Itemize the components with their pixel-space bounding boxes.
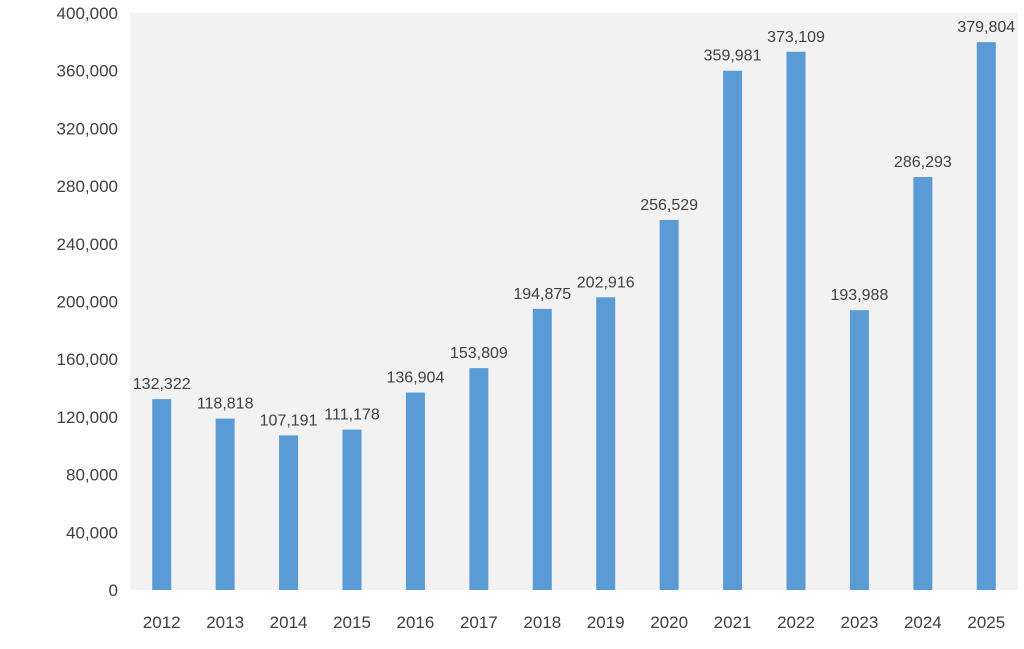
data-label: 107,191 <box>260 412 318 429</box>
x-tick-label: 2020 <box>650 613 688 632</box>
y-tick-label: 280,000 <box>57 177 118 196</box>
bar <box>723 70 743 590</box>
y-tick-label: 40,000 <box>66 523 118 542</box>
x-tick-label: 2018 <box>523 613 561 632</box>
data-label: 373,109 <box>767 29 825 46</box>
y-tick-label: 240,000 <box>57 235 118 254</box>
x-tick-label: 2013 <box>206 613 244 632</box>
data-label: 136,904 <box>387 370 445 387</box>
x-tick-label: 2023 <box>841 613 879 632</box>
data-label: 194,875 <box>513 286 571 303</box>
data-label: 132,322 <box>133 376 191 393</box>
data-label: 202,916 <box>577 274 635 291</box>
bar <box>659 219 679 591</box>
y-tick-label: 80,000 <box>66 466 118 485</box>
x-tick-label: 2024 <box>904 613 942 632</box>
y-tick-label: 160,000 <box>57 350 118 369</box>
x-tick-label: 2025 <box>967 613 1005 632</box>
data-label: 379,804 <box>957 19 1015 36</box>
data-label: 118,818 <box>197 396 254 413</box>
data-label: 193,988 <box>831 287 889 304</box>
y-tick-label: 200,000 <box>57 293 118 312</box>
x-tick-label: 2012 <box>143 613 181 632</box>
data-labels: 132,322 118,818 107,191 111,178 136,904 153,8… <box>133 19 1016 429</box>
y-axis: 0 40,000 80,000 120,000 160,000 200,000 240,00… <box>57 4 118 600</box>
x-tick-label: 2021 <box>714 613 752 632</box>
bar <box>976 42 996 590</box>
data-label: 256,529 <box>640 197 698 214</box>
x-tick-label: 2022 <box>777 613 815 632</box>
plot-area <box>130 13 1018 590</box>
bar <box>913 177 933 591</box>
bar <box>405 392 425 590</box>
data-label: 111,178 <box>324 407 380 424</box>
x-tick-label: 2016 <box>397 613 435 632</box>
bar <box>532 308 552 590</box>
bar-series <box>152 42 996 591</box>
bar <box>469 368 489 590</box>
y-tick-label: 0 <box>109 581 118 600</box>
bar <box>786 51 806 590</box>
y-tick-label: 120,000 <box>57 408 118 427</box>
bar <box>152 399 172 590</box>
y-tick-label: 400,000 <box>57 4 118 23</box>
bar <box>849 310 869 590</box>
bar <box>215 418 235 590</box>
x-tick-label: 2019 <box>587 613 625 632</box>
x-axis: 2012 2013 2014 2015 2016 2017 2018 2019 2020 2021… <box>143 613 1005 632</box>
data-label: 153,809 <box>450 345 508 362</box>
bar <box>596 297 616 590</box>
y-tick-label: 360,000 <box>57 62 118 81</box>
x-tick-label: 2017 <box>460 613 498 632</box>
data-label: 359,981 <box>704 48 762 65</box>
bar <box>342 429 362 590</box>
y-tick-label: 320,000 <box>57 119 118 138</box>
x-tick-label: 2014 <box>270 613 308 632</box>
data-label: 286,293 <box>894 154 952 171</box>
x-tick-label: 2015 <box>333 613 371 632</box>
bar <box>279 435 299 590</box>
